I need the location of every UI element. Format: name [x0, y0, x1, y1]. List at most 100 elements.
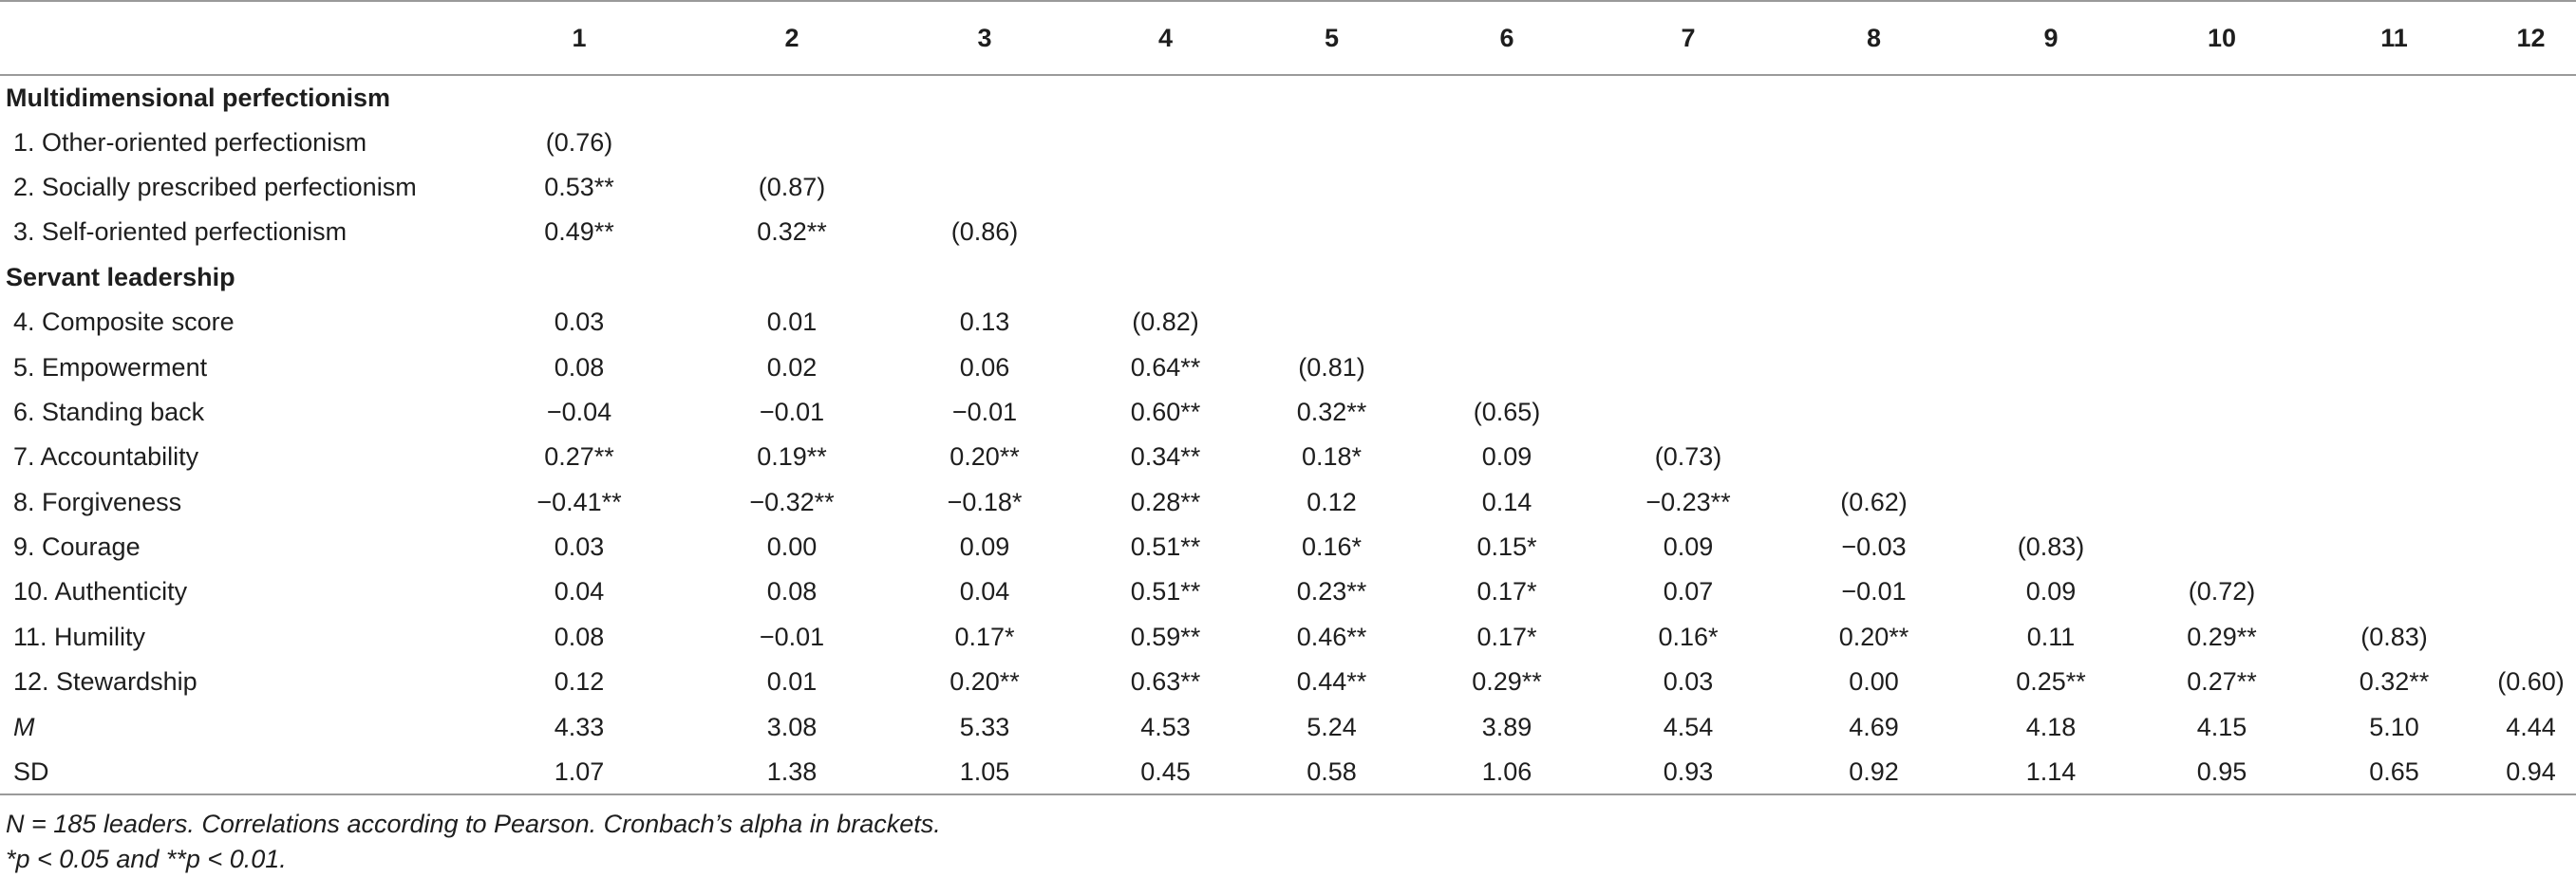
table-cell: 1.38 — [706, 749, 877, 796]
table-cell: 0.49** — [544, 217, 614, 247]
table-cell: 0.93 — [1589, 749, 1787, 796]
table-cell: 0.04 — [554, 577, 605, 607]
table-row: 7. Accountability 0.27** 0.19** 0.20** 0.34*… — [0, 435, 2576, 479]
table-row: 5. Empowerment 0.08 0.02 0.06 0.64** (0.81) — [0, 345, 2576, 389]
table-cell: 0.12 — [1307, 487, 1357, 516]
table-row: 10. Authenticity 0.04 0.08 0.04 0.51** 0.23**… — [0, 569, 2576, 614]
table-row: SD 1.07 1.38 1.05 0.45 0.58 1.06 0.93 0.92 1.14 0.… — [0, 749, 2576, 796]
table-cell: 0.18* — [1301, 442, 1363, 472]
table-row: 11. Humility 0.08 −0.01 0.17* 0.59** 0.46** 0.… — [0, 615, 2576, 660]
table-cell: 4.15 — [2196, 712, 2247, 741]
table-cell: 0.58 — [1239, 749, 1424, 796]
table-cell — [1424, 165, 1589, 210]
table-cell: 0.17* — [1476, 577, 1537, 607]
table-cell: (0.86) — [950, 217, 1019, 247]
table-cell: 0.63** — [1130, 667, 1201, 697]
table-cell: 0.11 — [2026, 622, 2076, 651]
table-cell — [1424, 345, 1589, 389]
table-cell — [1239, 210, 1424, 254]
table-cell — [2486, 165, 2576, 210]
table-cell — [1961, 120, 2141, 164]
table-row: 2. Socially prescribed perfectionism 0.53… — [0, 165, 2576, 210]
header-row: 1 2 3 4 5 6 7 8 9 10 11 12 — [0, 0, 2576, 76]
table-cell: 0.44** — [1296, 667, 1367, 697]
table-cell: 0.09 — [1663, 532, 1714, 562]
table-cell: 0.53** — [544, 172, 614, 201]
table-cell — [706, 120, 877, 164]
table-cell: (0.76) — [545, 127, 613, 157]
table-cell: 0.17* — [954, 622, 1015, 651]
section-row: Servant leadership — [0, 255, 2576, 300]
table-cell: (0.83) — [2360, 622, 2428, 651]
table-cell: 0.45 — [1092, 749, 1239, 796]
table-cell: 0.14 — [1481, 487, 1532, 516]
table-cell — [2486, 345, 2576, 389]
table-cell — [2303, 345, 2486, 389]
table-cell — [1961, 165, 2141, 210]
table-cell: 4.33 — [554, 712, 605, 741]
table-cell: −0.23** — [1645, 487, 1731, 516]
table-cell: −0.01 — [759, 622, 825, 651]
table-cell — [877, 120, 1092, 164]
table-cell — [1787, 435, 1961, 479]
table-cell: 0.51** — [1130, 577, 1201, 607]
table-cell — [2303, 525, 2486, 569]
header-cell-col-2: 2 — [706, 0, 877, 76]
table-cell: 0.27** — [544, 442, 614, 472]
table-cell — [1787, 390, 1961, 435]
table-cell — [2303, 300, 2486, 345]
table-cell: −0.04 — [546, 397, 612, 426]
table-cell: 0.06 — [959, 352, 1010, 382]
table-cell: 1.06 — [1424, 749, 1589, 796]
table-cell: 4.18 — [2025, 712, 2077, 741]
table-cell: (0.62) — [1840, 487, 1908, 516]
row-label: 5. Empowerment — [13, 352, 208, 382]
header-cell-col-8: 8 — [1787, 0, 1961, 76]
table-cell — [2141, 120, 2303, 164]
table-cell: 0.01 — [766, 308, 818, 337]
table-cell: −0.01 — [1841, 577, 1907, 607]
table-row: 3. Self-oriented perfectionism 0.49** 0.32… — [0, 210, 2576, 254]
table-cell — [2303, 390, 2486, 435]
table-cell — [2303, 480, 2486, 525]
table-cell — [2486, 390, 2576, 435]
table-cell — [2141, 165, 2303, 210]
table-cell — [1239, 300, 1424, 345]
table-cell: 0.28** — [1130, 487, 1201, 516]
table-cell — [1961, 435, 2141, 479]
table-cell: 0.00 — [766, 532, 818, 562]
table-cell — [1787, 120, 1961, 164]
table-cell — [1589, 210, 1787, 254]
table-cell — [2486, 525, 2576, 569]
table-cell — [2141, 435, 2303, 479]
table-cell: 0.09 — [1481, 442, 1532, 472]
table-cell — [1961, 480, 2141, 525]
table-cell: 5.24 — [1307, 712, 1357, 741]
header-cell-col-10: 10 — [2141, 0, 2303, 76]
table-cell: 0.08 — [554, 622, 605, 651]
table-cell: 0.34** — [1130, 442, 1201, 472]
table-cell — [2486, 210, 2576, 254]
table-cell: (0.83) — [2017, 532, 2085, 562]
table-cell: 0.02 — [766, 352, 818, 382]
header-cell-col-7: 7 — [1589, 0, 1787, 76]
table-cell: 0.95 — [2141, 749, 2303, 796]
table-cell — [1961, 300, 2141, 345]
table-cell: −0.32** — [749, 487, 835, 516]
section-row: Multidimensional perfectionism — [0, 75, 2576, 120]
table-cell — [2486, 569, 2576, 614]
table-cell: 0.08 — [766, 577, 818, 607]
header-cell-col-1: 1 — [452, 0, 706, 76]
table-cell: 0.13 — [959, 308, 1010, 337]
row-label: 12. Stewardship — [13, 667, 197, 697]
table-cell: 0.32** — [1296, 397, 1367, 426]
table-cell: (0.81) — [1298, 352, 1365, 382]
table-cell: 0.23** — [1296, 577, 1367, 607]
table-cell: 5.33 — [959, 712, 1010, 741]
table-cell: 0.19** — [757, 442, 827, 472]
table-cell — [1787, 210, 1961, 254]
row-label: 9. Courage — [13, 532, 141, 562]
table-cell: 1.05 — [877, 749, 1092, 796]
table-cell — [2141, 480, 2303, 525]
